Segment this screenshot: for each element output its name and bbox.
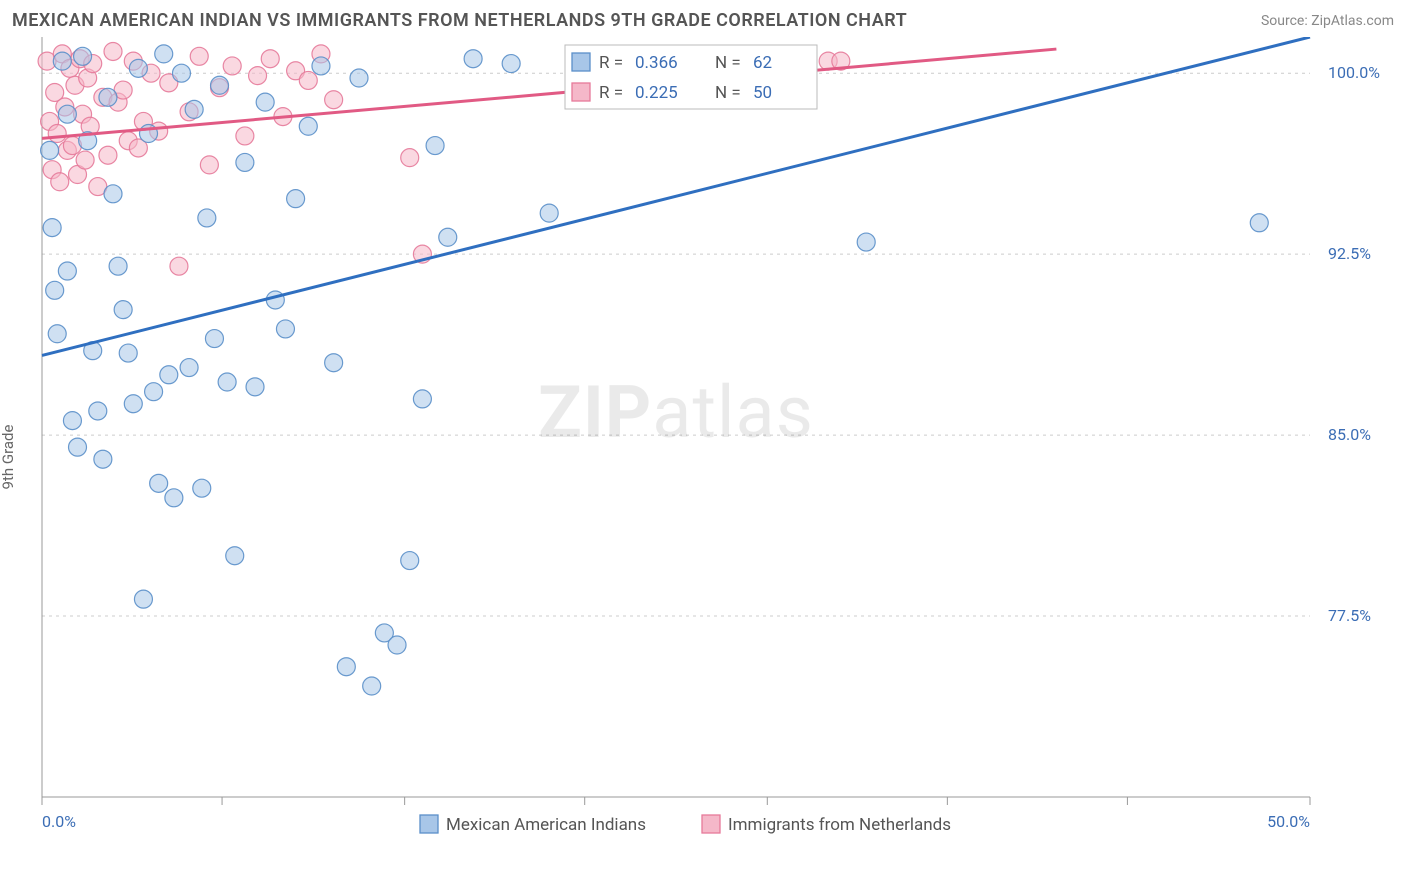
data-point <box>1250 214 1268 232</box>
data-point <box>299 117 317 135</box>
data-point <box>223 57 241 75</box>
data-point <box>48 125 66 143</box>
svg-text:50.0%: 50.0% <box>1267 812 1310 831</box>
svg-text:85.0%: 85.0% <box>1328 425 1371 444</box>
source-attribution: Source: ZipAtlas.com <box>1261 13 1394 29</box>
svg-text:R =: R = <box>599 53 623 73</box>
y-axis-label: 9th Grade <box>0 425 17 490</box>
data-point <box>218 373 236 391</box>
data-point <box>172 64 190 82</box>
data-point <box>540 204 558 222</box>
data-point <box>857 233 875 251</box>
data-point <box>439 228 457 246</box>
legend-label: Mexican American Indians <box>446 815 646 835</box>
data-point <box>256 93 274 111</box>
data-point <box>350 69 368 87</box>
data-point <box>114 301 132 319</box>
data-point <box>76 151 94 169</box>
scatter-chart: 77.5% 85.0% 92.5% 100.0% 0.0% 50.0% ZIPatlas R … <box>0 37 1390 877</box>
data-point <box>53 52 71 70</box>
svg-text:62: 62 <box>753 53 772 73</box>
data-point <box>74 47 92 65</box>
data-point <box>464 50 482 68</box>
data-point <box>299 71 317 89</box>
data-point <box>129 59 147 77</box>
svg-text:N =: N = <box>715 83 741 103</box>
data-point <box>200 156 218 174</box>
data-point <box>43 219 61 237</box>
svg-text:R =: R = <box>599 83 623 103</box>
data-point <box>236 153 254 171</box>
data-point <box>69 438 87 456</box>
svg-text:ZIPatlas: ZIPatlas <box>538 370 814 455</box>
data-point <box>150 474 168 492</box>
data-point <box>109 257 127 275</box>
data-point <box>119 344 137 362</box>
data-point <box>58 105 76 123</box>
data-point <box>104 42 122 60</box>
svg-text:0.366: 0.366 <box>635 53 678 73</box>
svg-text:50: 50 <box>753 83 772 103</box>
legend-swatch <box>420 815 438 833</box>
data-point <box>363 677 381 695</box>
data-point <box>104 185 122 203</box>
data-point <box>58 262 76 280</box>
data-point <box>145 383 163 401</box>
data-point <box>312 57 330 75</box>
data-point <box>325 91 343 109</box>
legend-label: Immigrants from Netherlands <box>728 815 951 835</box>
data-point <box>205 330 223 348</box>
data-point <box>124 395 142 413</box>
data-point <box>287 190 305 208</box>
legend-swatch <box>572 53 590 71</box>
svg-text:N =: N = <box>715 53 741 73</box>
data-point <box>155 45 173 63</box>
data-point <box>426 137 444 155</box>
chart-title: MEXICAN AMERICAN INDIAN VS IMMIGRANTS FR… <box>12 10 907 31</box>
data-point <box>134 590 152 608</box>
svg-text:0.0%: 0.0% <box>42 812 76 831</box>
data-point <box>226 547 244 565</box>
data-point <box>261 50 279 68</box>
data-point <box>170 257 188 275</box>
data-point <box>160 366 178 384</box>
legend-swatch <box>702 815 720 833</box>
data-point <box>236 127 254 145</box>
data-point <box>180 359 198 377</box>
source-link[interactable]: ZipAtlas.com <box>1311 13 1394 29</box>
data-point <box>401 552 419 570</box>
data-point <box>99 88 117 106</box>
legend-swatch <box>572 83 590 101</box>
data-point <box>249 67 267 85</box>
data-point <box>413 390 431 408</box>
data-point <box>41 141 59 159</box>
data-point <box>190 47 208 65</box>
data-point <box>94 450 112 468</box>
data-point <box>276 320 294 338</box>
data-point <box>193 479 211 497</box>
data-point <box>502 55 520 73</box>
data-point <box>198 209 216 227</box>
svg-text:92.5%: 92.5% <box>1328 244 1371 263</box>
data-point <box>165 489 183 507</box>
data-point <box>337 658 355 676</box>
chart-header: MEXICAN AMERICAN INDIAN VS IMMIGRANTS FR… <box>0 0 1406 37</box>
data-point <box>401 149 419 167</box>
svg-text:0.225: 0.225 <box>635 83 678 103</box>
data-point <box>99 146 117 164</box>
data-point <box>63 412 81 430</box>
data-point <box>325 354 343 372</box>
chart-container: 9th Grade 77.5% 85.0% 92.5% 100.0% 0.0% 50.0%… <box>0 37 1406 877</box>
data-point <box>46 281 64 299</box>
svg-text:100.0%: 100.0% <box>1328 63 1380 82</box>
svg-text:77.5%: 77.5% <box>1328 606 1371 625</box>
data-point <box>51 173 69 191</box>
data-point <box>211 76 229 94</box>
data-point <box>388 636 406 654</box>
data-point <box>185 100 203 118</box>
data-point <box>246 378 264 396</box>
data-point <box>48 325 66 343</box>
data-point <box>89 402 107 420</box>
